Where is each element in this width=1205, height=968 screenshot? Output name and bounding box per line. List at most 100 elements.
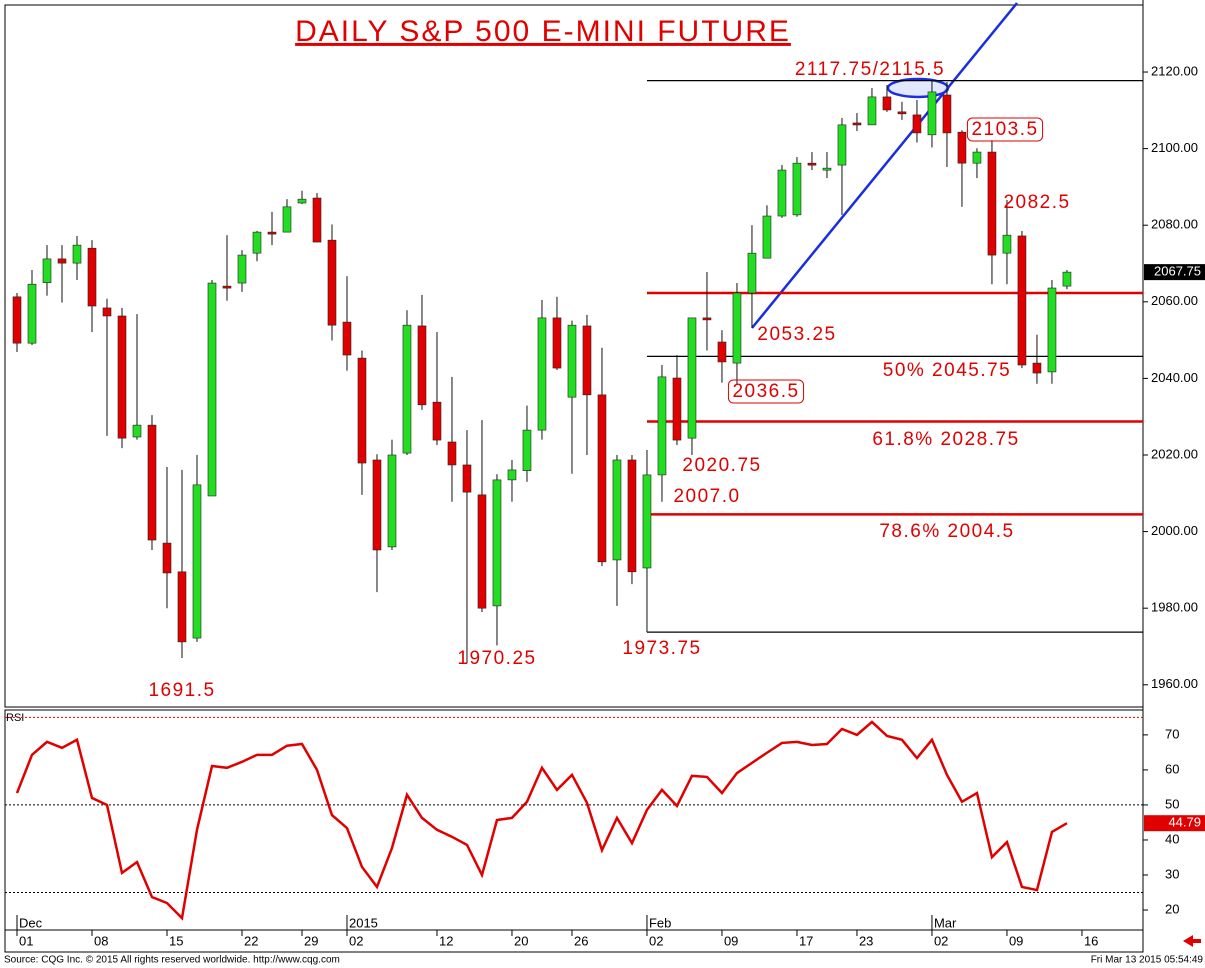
candle-body: [237, 254, 247, 284]
candle-body: [402, 324, 412, 454]
candle-body: [552, 317, 562, 369]
candle-body: [72, 244, 82, 264]
y-tick-label: 2040.00: [1151, 370, 1198, 385]
x-tick-label: 09: [724, 933, 738, 948]
y-tick-label: 50: [1165, 796, 1179, 811]
candle-body: [102, 307, 112, 317]
candle-body: [312, 197, 322, 243]
x-tick-label: 15: [169, 933, 183, 948]
last-value-box: [1144, 264, 1205, 281]
y-tick-label: 2000.00: [1151, 523, 1198, 538]
y-tick-label: 2080.00: [1151, 217, 1198, 232]
annotation: 2082.5: [1003, 192, 1070, 213]
candle-body: [567, 324, 577, 398]
candle-body: [972, 151, 982, 164]
annotation-box: [966, 117, 1044, 142]
candle-body: [57, 258, 67, 264]
annotation: 1691.5: [148, 680, 215, 701]
x-tick-label: 22: [244, 933, 258, 948]
rsi-line: [15, 720, 1068, 921]
y-tick-label: 60: [1165, 761, 1179, 776]
candle-body: [27, 283, 37, 344]
x-tick-label: 02: [649, 933, 663, 948]
candle-body: [807, 162, 817, 166]
candle-body: [792, 162, 802, 216]
candle-body: [192, 484, 202, 639]
annotation: 2036.5: [732, 381, 799, 402]
x-tick-label: 02: [349, 933, 363, 948]
annotation: 2053.25: [757, 324, 836, 345]
annotation: 1970.25: [457, 648, 536, 669]
y-tick-label: 20: [1165, 901, 1179, 916]
candle-body: [147, 424, 157, 541]
y-tick-label: 1980.00: [1151, 600, 1198, 615]
candle-body: [852, 122, 862, 126]
candle-body: [732, 292, 742, 364]
candle-body: [132, 424, 142, 438]
y-tick-label: 2120.00: [1151, 63, 1198, 78]
candle-body: [1017, 235, 1027, 366]
candle-body: [417, 325, 427, 406]
highlight-ellipse: [886, 77, 950, 99]
candle-body: [702, 317, 712, 321]
x-tick-label: 12: [439, 933, 453, 948]
y-tick-label: 2060.00: [1151, 293, 1198, 308]
candle-body: [357, 357, 367, 464]
candle-body: [177, 571, 187, 643]
scroll-arrow[interactable]: [1183, 935, 1201, 947]
x-tick-label: 20: [514, 933, 528, 948]
candle-body: [342, 321, 352, 356]
candle-body: [612, 459, 622, 561]
candle-body: [942, 94, 952, 134]
annotation: 78.6% 2004.5: [879, 521, 1014, 542]
candle-body: [747, 252, 757, 294]
candle-body: [822, 167, 832, 171]
candle-body: [987, 151, 997, 256]
candle-body: [327, 239, 337, 326]
candle-body: [717, 341, 727, 363]
x-tick-label: 23: [859, 933, 873, 948]
candle-body: [672, 377, 682, 441]
footer-timestamp: Fri Mar 13 2015 05:54:49: [1091, 955, 1204, 966]
rsi-label: RSI: [6, 712, 24, 724]
plot-layer: 1960.00 1980.00 2000.00 2020.00 2040.00 2060.…: [5, 59, 1205, 948]
candle-body: [867, 96, 877, 126]
candle-body: [162, 542, 172, 574]
annotation: 50% 2045.75: [883, 360, 1012, 381]
candle-body: [42, 258, 52, 283]
candle-body: [777, 169, 787, 217]
candle-body: [597, 394, 607, 563]
y-tick-label: 2100.00: [1151, 140, 1198, 155]
annotation: 1973.75: [622, 638, 701, 659]
candle-body: [882, 96, 892, 111]
annotation: 2020.75: [682, 455, 761, 476]
candle-body: [267, 231, 277, 235]
candle-body: [957, 131, 967, 164]
candle-body: [462, 464, 472, 493]
candle-body: [837, 124, 847, 166]
candle-body: [372, 459, 382, 551]
candle-body: [87, 247, 97, 307]
candle-body: [1062, 271, 1072, 287]
footer-source: Source: CQG Inc. © 2015 All rights reser…: [4, 955, 340, 966]
candle-body: [1047, 287, 1057, 373]
annotation: 2117.75/2115.5: [795, 59, 945, 80]
candle-body: [117, 315, 127, 439]
candle-body: [537, 317, 547, 431]
x-tick-label: 08: [94, 933, 108, 948]
annotation: 2103.5: [971, 119, 1038, 140]
annotation-box: [727, 379, 805, 404]
candle-body: [432, 401, 442, 441]
candle-body: [387, 454, 397, 548]
period-label: Dec: [19, 915, 43, 930]
x-tick-label: 16: [1084, 933, 1098, 948]
candle-body: [492, 479, 502, 607]
candle-body: [252, 231, 262, 254]
candle-body: [687, 317, 697, 439]
trend-line: [751, 2, 1018, 329]
annotation: 2007.0: [673, 486, 740, 507]
x-tick-label: 01: [19, 933, 33, 948]
x-tick-label: 09: [1009, 933, 1023, 948]
x-tick-label: 26: [574, 933, 588, 948]
